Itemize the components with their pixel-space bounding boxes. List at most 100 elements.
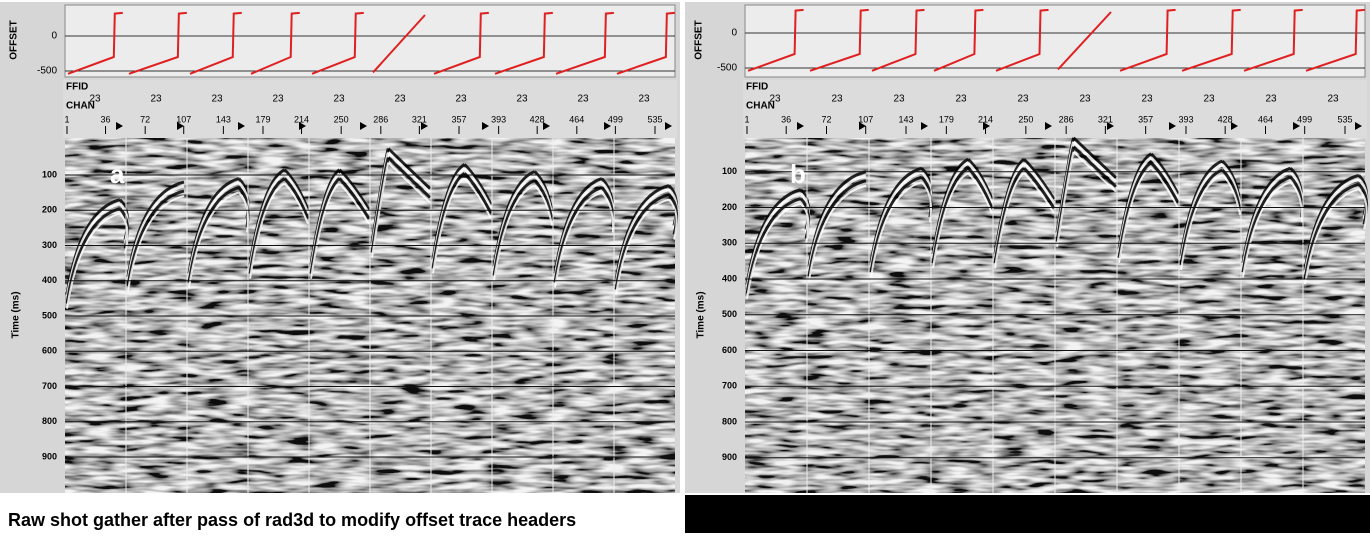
first-arrival — [615, 198, 670, 295]
first-arrival — [283, 168, 310, 211]
first-arrival — [1242, 181, 1291, 278]
first-arrival — [387, 147, 432, 190]
first-arrival — [283, 182, 309, 225]
chan-value: 499 — [1297, 114, 1312, 124]
ffid-value: 23 — [1017, 94, 1029, 105]
ffid-value: 23 — [1079, 94, 1091, 105]
first-arrival — [387, 151, 432, 194]
chan-value: 464 — [1258, 114, 1273, 124]
first-arrival — [1072, 145, 1118, 188]
shot-marker — [177, 122, 184, 130]
first-arrival — [1221, 174, 1241, 216]
ffid-value: 23 — [1327, 94, 1339, 105]
first-arrival — [338, 172, 371, 215]
ffid-value: 23 — [577, 94, 589, 105]
offset-curve — [1305, 8, 1365, 72]
offset-curve — [747, 8, 804, 72]
first-arrival — [967, 162, 994, 204]
first-arrival — [808, 184, 867, 281]
first-arrival — [1072, 140, 1118, 183]
offset-curve — [616, 11, 675, 75]
first-arrival — [283, 177, 310, 220]
ffid-value: 23 — [769, 94, 781, 105]
first-arrival — [994, 172, 1025, 269]
time-axis-label: Time (ms) — [11, 291, 22, 338]
shot-marker — [1169, 122, 1176, 130]
first-arrival — [387, 156, 432, 199]
shot-marker — [1355, 122, 1362, 130]
first-arrival — [533, 184, 553, 226]
first-arrival — [493, 184, 536, 281]
chan-value: 36 — [781, 114, 791, 124]
time-tick-label: 200 — [42, 205, 57, 215]
time-tick-label: 600 — [42, 346, 57, 356]
first-arrival — [1072, 151, 1117, 193]
black-bar — [685, 495, 1370, 533]
offset-curve — [189, 11, 242, 75]
panel-letter: b — [790, 159, 806, 189]
first-arrival — [1150, 161, 1180, 204]
first-arrival — [463, 177, 492, 219]
first-arrival — [283, 172, 310, 215]
offset-curve — [871, 8, 925, 72]
chan-value: 321 — [1098, 114, 1113, 124]
first-arrival — [1150, 167, 1179, 209]
ffid-value: 23 — [955, 94, 967, 105]
chan-value: 393 — [491, 114, 506, 124]
chan-value: 428 — [530, 114, 545, 124]
time-tick-label: 100 — [42, 169, 57, 179]
time-tick-label: 500 — [722, 309, 737, 319]
offset-curve — [433, 11, 489, 75]
chan-value: 143 — [899, 114, 914, 124]
time-tick-label: 300 — [42, 240, 57, 250]
first-arrival — [967, 172, 993, 214]
time-tick-label: 900 — [42, 451, 57, 461]
chan-value: 535 — [647, 114, 662, 124]
shot-marker — [921, 122, 928, 130]
first-arrival — [387, 161, 431, 204]
time-tick-label: 400 — [722, 273, 737, 283]
first-arrival — [1118, 166, 1152, 264]
first-arrival — [126, 189, 185, 287]
offset-curve — [128, 11, 187, 75]
first-arrival — [188, 191, 240, 288]
time-tick-label: 300 — [722, 238, 737, 248]
first-arrival — [65, 207, 121, 304]
chan-value: 464 — [569, 114, 584, 124]
chan-value: 107 — [858, 114, 873, 124]
shot-marker — [1045, 122, 1052, 130]
shot-marker — [859, 122, 866, 130]
first-arrival — [1304, 188, 1360, 285]
first-arrival — [967, 167, 994, 209]
time-tick-label: 800 — [722, 416, 737, 426]
offset-plot — [64, 4, 676, 78]
offset-tick-label: -500 — [37, 66, 57, 77]
ffid-value: 23 — [211, 94, 223, 105]
first-arrival — [614, 193, 670, 290]
chan-value: 357 — [1138, 114, 1153, 124]
chan-value: 1 — [744, 114, 749, 124]
ffid-value: 23 — [893, 94, 905, 105]
first-arrival — [554, 191, 603, 288]
first-arrival — [1150, 156, 1180, 199]
chan-value: 107 — [176, 114, 191, 124]
chan-value: 250 — [1018, 114, 1033, 124]
first-arrival — [807, 179, 867, 276]
chan-value: 179 — [939, 114, 954, 124]
first-arrival — [66, 212, 121, 309]
time-tick-label: 100 — [722, 166, 737, 176]
first-arrival — [932, 172, 969, 269]
time-tick-label: 700 — [42, 381, 57, 391]
ffid-value: 23 — [455, 94, 467, 105]
ffid-value: 23 — [150, 94, 162, 105]
time-tick-label: 200 — [722, 202, 737, 212]
first-arrival — [1023, 172, 1055, 214]
offset-tick-label: -500 — [717, 63, 737, 74]
first-arrival — [869, 175, 923, 273]
ffid-value: 23 — [394, 94, 406, 105]
first-arrival — [601, 191, 615, 233]
ffid-value: 23 — [333, 94, 345, 105]
ffid-value: 23 — [831, 94, 843, 105]
first-arrival — [533, 179, 554, 221]
shot-marker — [665, 122, 672, 130]
